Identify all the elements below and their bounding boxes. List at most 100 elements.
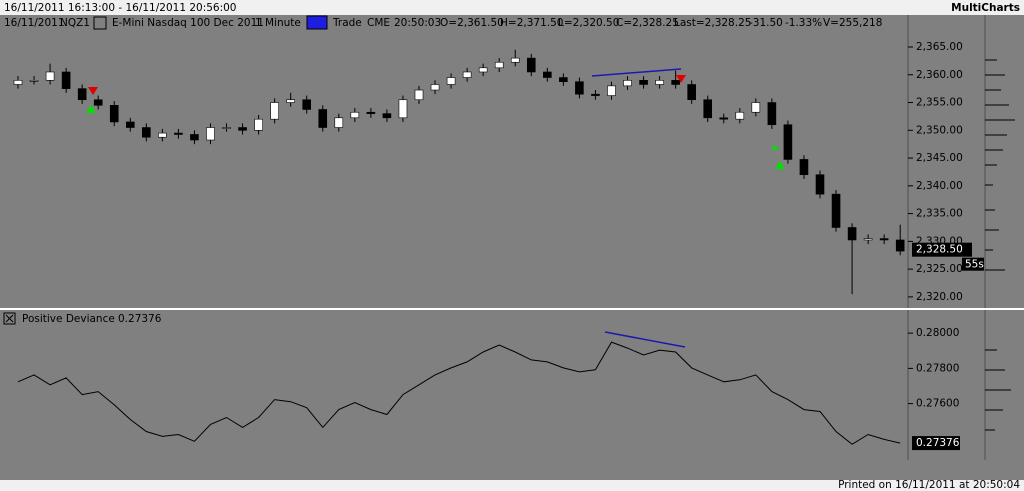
candle-body bbox=[334, 117, 344, 128]
buy-marker bbox=[86, 105, 96, 113]
candle-body bbox=[93, 99, 103, 106]
y-tick-label: 0.27800 bbox=[916, 362, 959, 374]
candle-body bbox=[543, 71, 552, 78]
y-tick-label: 2,325.00 bbox=[916, 263, 963, 275]
candle-body bbox=[190, 134, 199, 141]
x-axis-strip bbox=[0, 460, 1024, 480]
close-icon-x bbox=[5, 314, 14, 323]
close-icon[interactable] bbox=[3, 312, 16, 325]
profile-bars bbox=[985, 59, 1015, 431]
candle-body bbox=[238, 127, 247, 131]
candle-body bbox=[318, 109, 328, 128]
candle-body bbox=[382, 113, 392, 119]
candle-body bbox=[655, 80, 664, 85]
current-value-box bbox=[912, 436, 960, 451]
annotations bbox=[86, 68, 785, 348]
header-change-pct: -1.33% bbox=[785, 17, 822, 29]
candle-body bbox=[831, 193, 841, 228]
candle-body bbox=[510, 57, 520, 63]
header-high: H=2,371.50 bbox=[500, 17, 563, 29]
candle-body bbox=[45, 71, 55, 81]
y-tick-label: 0.27600 bbox=[916, 398, 959, 410]
candle-body bbox=[671, 80, 680, 85]
candle-body bbox=[302, 99, 312, 110]
candle-body bbox=[799, 159, 809, 176]
header-volume: V=255,218 bbox=[823, 17, 882, 29]
header-change: -31.50 bbox=[749, 17, 783, 29]
y-tick-label: 2,355.00 bbox=[916, 97, 963, 109]
candle-body bbox=[767, 102, 777, 126]
indicator-line bbox=[17, 341, 901, 445]
header-low: L=2,320.50 bbox=[558, 17, 619, 29]
candle-body bbox=[783, 124, 793, 160]
window-title: 16/11/2011 16:13:00 - 16/11/2011 20:56:0… bbox=[4, 2, 237, 14]
menu-icon[interactable] bbox=[93, 16, 107, 30]
candle-body bbox=[719, 117, 729, 120]
candle-body bbox=[77, 88, 87, 101]
candle-body bbox=[751, 102, 761, 113]
candle-body bbox=[575, 81, 584, 95]
chart-area bbox=[0, 15, 1024, 460]
entry-marker bbox=[773, 145, 779, 151]
candle-body bbox=[895, 239, 905, 252]
candle-body bbox=[462, 71, 472, 78]
candle-body bbox=[735, 111, 745, 120]
candle-body bbox=[366, 111, 376, 114]
footer-bar bbox=[0, 480, 1024, 491]
y-tick-label: 2,350.00 bbox=[916, 124, 963, 136]
y-tick-label: 2,345.00 bbox=[916, 152, 963, 164]
volume-profile bbox=[985, 59, 1015, 431]
header-description: E-Mini Nasdaq 100 Dec 2011 bbox=[112, 17, 264, 29]
header-last: Last=2,328.25 bbox=[674, 17, 751, 29]
app-name: MultiCharts bbox=[951, 2, 1020, 14]
candle-body bbox=[639, 80, 648, 85]
candle-body bbox=[270, 102, 279, 120]
candle-body bbox=[446, 77, 456, 85]
candle-body bbox=[526, 57, 536, 73]
current-value-label: 0.27376 bbox=[916, 437, 960, 449]
candle-body bbox=[222, 127, 231, 129]
header-symbol: NQZ1 bbox=[60, 17, 90, 29]
candle-body bbox=[623, 80, 632, 87]
header-open: O=2,361.50 bbox=[440, 17, 504, 29]
candle-body bbox=[847, 227, 857, 241]
y-tick-label: 2,365.00 bbox=[916, 41, 963, 53]
sell-marker bbox=[676, 75, 686, 83]
y-tick-label: 2,340.00 bbox=[916, 180, 963, 192]
buy-marker bbox=[775, 161, 785, 169]
candle-body bbox=[815, 174, 825, 195]
candle-body bbox=[61, 71, 71, 89]
indicator-title: Positive Deviance bbox=[22, 313, 115, 325]
candle-body bbox=[607, 85, 616, 96]
candle-body bbox=[687, 84, 696, 101]
candle-body bbox=[109, 105, 119, 123]
candle-body bbox=[879, 238, 889, 241]
candle-body bbox=[591, 93, 600, 96]
header-exchange: CME bbox=[367, 17, 390, 29]
candle-body bbox=[29, 80, 39, 82]
y-tick-label: 2,360.00 bbox=[916, 69, 963, 81]
feed-icon[interactable] bbox=[306, 15, 328, 30]
candle-body bbox=[494, 61, 504, 69]
candle-body bbox=[174, 132, 183, 135]
candle-body bbox=[414, 89, 424, 101]
candle-body bbox=[206, 127, 215, 141]
candle-body bbox=[125, 121, 135, 128]
timer-label: 55s bbox=[965, 259, 984, 271]
y-tick-label: 0.28000 bbox=[916, 327, 959, 339]
candle-body bbox=[142, 127, 151, 138]
indicator-value: 0.27376 bbox=[118, 313, 162, 325]
header-time: 20:50:03 bbox=[394, 17, 441, 29]
trend-line bbox=[604, 331, 686, 348]
candle-body bbox=[286, 99, 295, 103]
candle-body bbox=[430, 84, 440, 91]
last-price-box bbox=[912, 242, 972, 257]
trend-line bbox=[591, 68, 682, 77]
title-bar bbox=[0, 0, 1024, 15]
y-tick-label: 2,335.00 bbox=[916, 208, 963, 220]
timer-box bbox=[962, 257, 984, 271]
candle-body bbox=[158, 132, 167, 138]
candle-body bbox=[13, 80, 23, 85]
header-close: C=2,328.25 bbox=[616, 17, 679, 29]
footer: Printed on 16/11/2011 at 20:50:04 bbox=[838, 479, 1020, 491]
